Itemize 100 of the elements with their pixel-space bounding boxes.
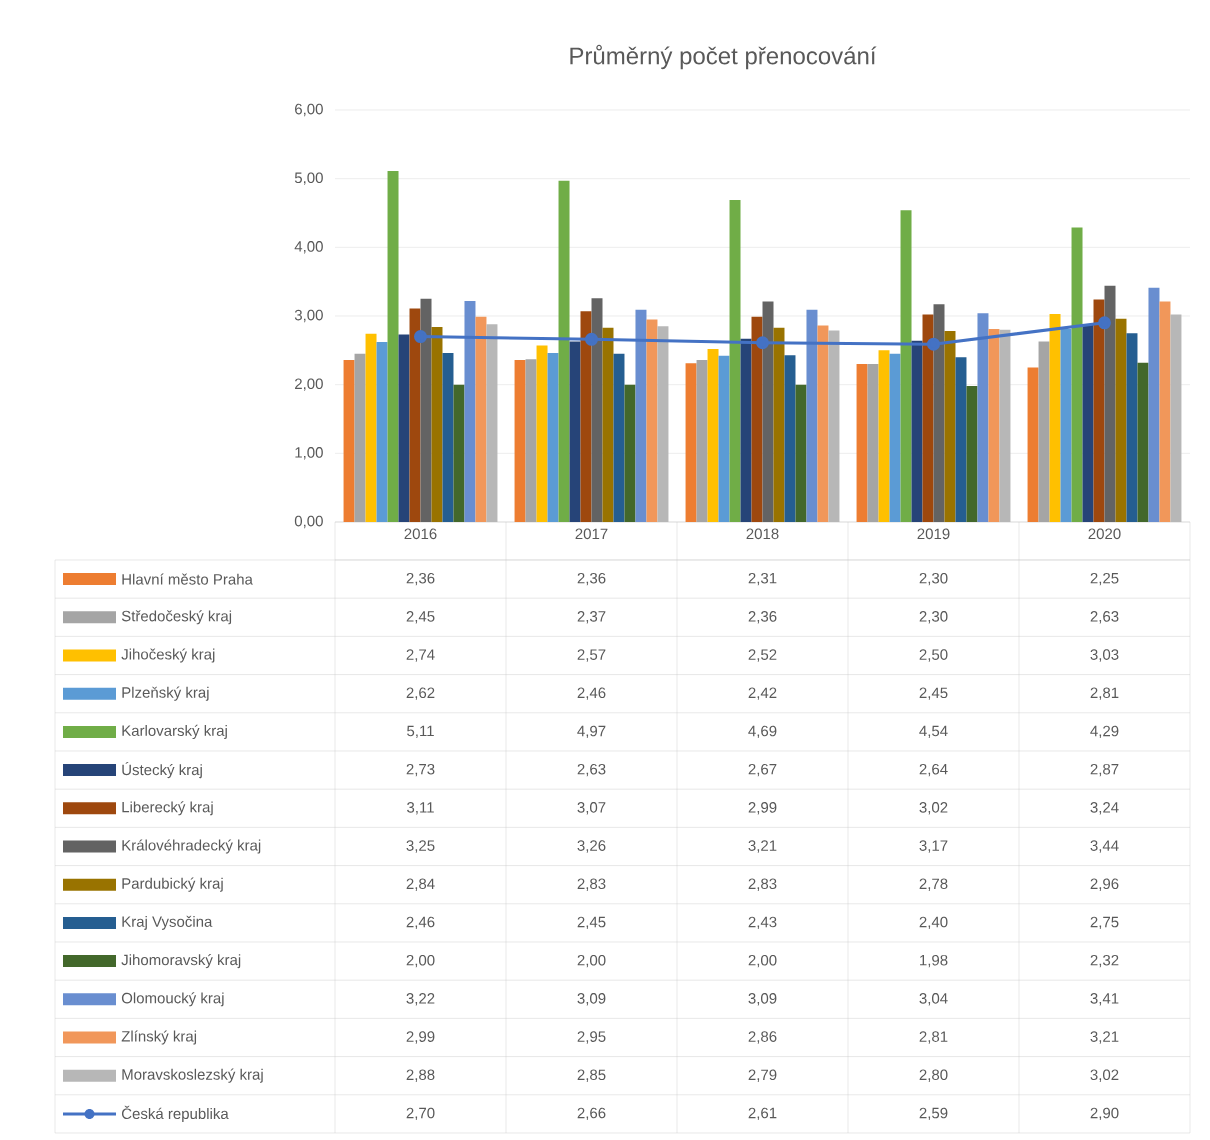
- legend-label: Středočeský kraj: [121, 610, 232, 625]
- bar: [431, 326, 443, 522]
- data-label: 2,40: [919, 916, 948, 930]
- data-label: 2,79: [748, 1069, 777, 1082]
- data-label: 2,66: [577, 1107, 606, 1121]
- data-label: 3,17: [919, 840, 948, 853]
- data-label: 2,88: [406, 1069, 435, 1082]
- legend-label: Olomoucký kraj: [121, 992, 224, 1007]
- data-label: 2,45: [919, 687, 948, 700]
- data-label: 1,98: [920, 954, 948, 968]
- bar: [740, 338, 752, 522]
- data-label: 4,29: [1090, 725, 1119, 739]
- data-label: 2,83: [577, 878, 606, 891]
- x-tick-label: 2016: [404, 528, 437, 540]
- bar: [1038, 341, 1050, 522]
- data-label: 2,74: [406, 649, 435, 662]
- data-label: 2,46: [406, 916, 435, 930]
- data-label: 2,57: [577, 649, 606, 662]
- bar: [707, 348, 719, 522]
- bar: [944, 331, 956, 522]
- bar: [1148, 287, 1160, 522]
- bar: [878, 350, 890, 522]
- bar: [569, 341, 581, 522]
- bar: [547, 353, 559, 522]
- data-label: 3,21: [1090, 1031, 1119, 1044]
- data-label: 2,30: [919, 572, 948, 586]
- data-label: 3,21: [748, 840, 777, 853]
- bar: [900, 210, 912, 522]
- legend-label: Kraj Vysočina: [122, 915, 213, 930]
- bar: [1049, 313, 1061, 522]
- data-label: 2,99: [406, 1031, 435, 1044]
- data-label: 2,90: [1090, 1107, 1119, 1121]
- bar: [558, 180, 570, 522]
- data-label: 2,96: [1090, 878, 1119, 891]
- data-label: 2,36: [406, 572, 435, 586]
- x-tick-label: 2019: [917, 528, 950, 540]
- bar: [1159, 301, 1171, 522]
- y-tick-label: 3,00: [294, 309, 323, 323]
- data-label: 3,11: [407, 802, 434, 815]
- data-label: 2,61: [748, 1107, 777, 1121]
- data-label: 2,59: [919, 1107, 948, 1121]
- data-label: 2,87: [1090, 763, 1119, 777]
- data-label: 4,97: [577, 725, 606, 739]
- bar: [696, 359, 708, 522]
- y-tick-label: 6,00: [295, 103, 323, 117]
- bar: [613, 353, 625, 522]
- data-label: 2,99: [748, 802, 777, 815]
- legend-label: Jihomoravský kraj: [121, 954, 241, 969]
- bar: [1071, 227, 1083, 522]
- bar: [977, 313, 989, 522]
- data-label: 2,64: [919, 763, 948, 777]
- data-label: 2,62: [406, 687, 435, 700]
- bar: [1027, 367, 1039, 522]
- data-label: 2,67: [748, 763, 777, 777]
- point: [585, 332, 599, 346]
- data-label: 2,25: [1090, 572, 1119, 586]
- data-label: 2,63: [1090, 611, 1119, 624]
- bar: [475, 316, 487, 522]
- data-label: 2,75: [1090, 916, 1119, 930]
- y-tick-label: 1,00: [295, 447, 323, 460]
- data-label: 3,03: [1090, 649, 1119, 662]
- data-label: 2,86: [748, 1031, 777, 1044]
- data-label: 3,24: [1090, 802, 1119, 815]
- data-label: 2,63: [577, 763, 606, 777]
- point: [756, 336, 770, 350]
- chart-title: Průměrný počet přenocování: [570, 44, 877, 70]
- bar: [762, 301, 774, 522]
- data-label: 4,69: [748, 725, 777, 739]
- bar: [806, 309, 818, 522]
- legend-label: Plzeňský kraj: [122, 686, 209, 701]
- bar: [955, 357, 967, 522]
- data-label: 2,00: [748, 954, 777, 968]
- data-label: 2,81: [1090, 687, 1119, 700]
- data-label: 2,00: [406, 954, 435, 968]
- bar: [856, 364, 868, 522]
- y-tick-label: 0,00: [294, 515, 323, 529]
- data-label: 3,25: [406, 840, 435, 853]
- bar: [387, 171, 399, 522]
- data-label: 2,85: [577, 1069, 606, 1082]
- bar: [1082, 324, 1094, 522]
- data-label: 2,32: [1090, 954, 1119, 968]
- data-label: 3,04: [919, 993, 948, 1006]
- bar: [817, 325, 829, 522]
- bar: [646, 319, 658, 522]
- data-label: 2,31: [748, 572, 777, 586]
- data-label: 2,73: [406, 763, 435, 777]
- bar: [420, 298, 432, 522]
- data-label: 2,43: [748, 916, 777, 930]
- data-label: 2,42: [748, 687, 777, 700]
- bar: [365, 333, 377, 522]
- bar: [398, 334, 410, 522]
- bar: [729, 199, 741, 522]
- legend-label: Královéhradecký kraj: [122, 839, 261, 854]
- legend-label: Ústecký kraj: [122, 762, 202, 779]
- bar: [933, 304, 945, 522]
- legend-label: Liberecký kraj: [122, 801, 213, 816]
- data-label: 2,52: [748, 649, 777, 662]
- bar: [514, 359, 526, 522]
- data-label: 2,30: [919, 611, 948, 624]
- data-label: 3,26: [577, 840, 606, 853]
